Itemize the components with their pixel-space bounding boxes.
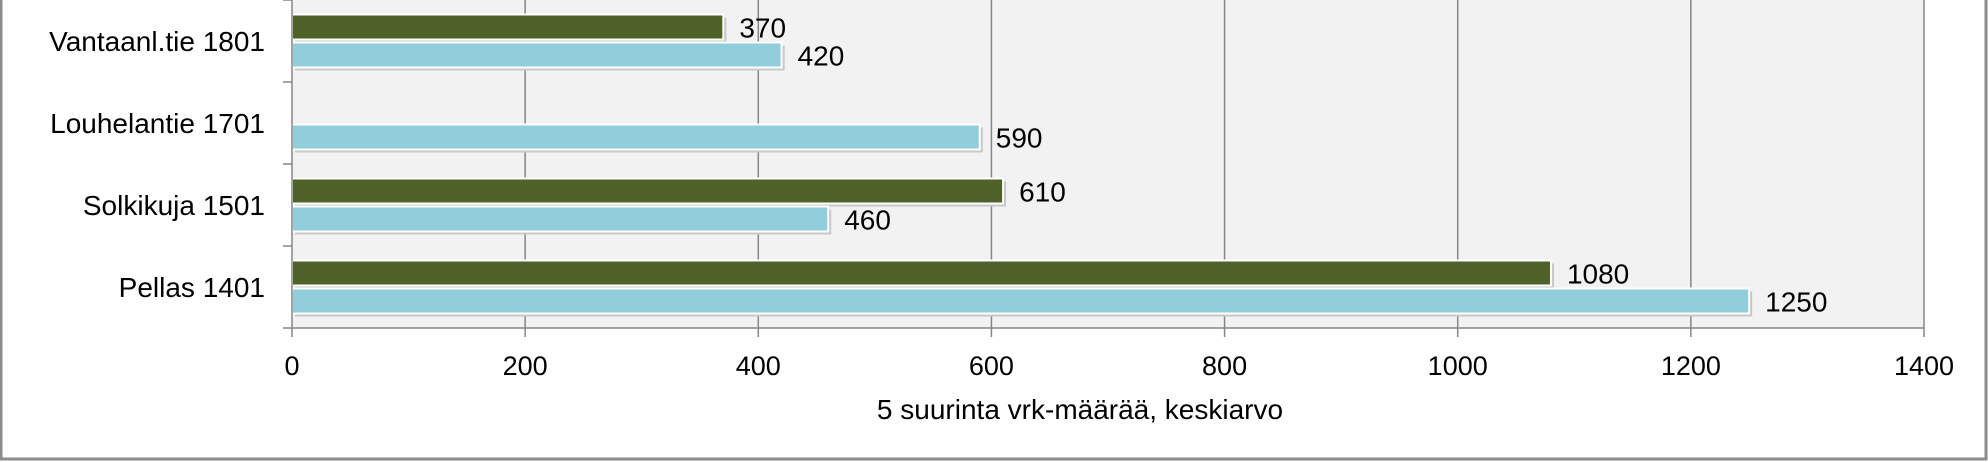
x-tick-label: 400 <box>736 351 781 381</box>
bar <box>291 287 1751 315</box>
category-label: Pellas 1401 <box>119 272 265 303</box>
x-tick-label: 1000 <box>1428 351 1488 381</box>
category-label: Vantaanl.tie 1801 <box>49 26 265 57</box>
x-tick-label: 600 <box>969 351 1014 381</box>
data-label: 370 <box>739 13 786 44</box>
bar <box>291 13 725 41</box>
x-tick-label: 200 <box>503 351 548 381</box>
bar <box>291 259 1552 287</box>
labels: 0 200 400 600 800 1000 1200 1400 Vantaanl.tie 18… <box>49 13 1954 382</box>
x-tick-label: 1200 <box>1661 351 1721 381</box>
axes <box>283 0 1925 337</box>
data-label: 610 <box>1019 177 1066 208</box>
bar <box>291 41 783 69</box>
data-label: 1080 <box>1567 259 1629 290</box>
bar <box>291 123 981 151</box>
data-label: 590 <box>996 123 1043 154</box>
data-label: 460 <box>844 205 891 236</box>
category-label: Solkikuja 1501 <box>83 190 265 221</box>
data-label: 1250 <box>1765 287 1827 318</box>
x-axis-title: 5 suurinta vrk-määrää, keskiarvo <box>877 394 1283 425</box>
x-tick-label: 1400 <box>1894 351 1954 381</box>
category-label: Louhelantie 1701 <box>50 108 265 139</box>
bar <box>291 205 830 233</box>
bar <box>291 177 1005 205</box>
x-tick-label: 0 <box>284 351 299 381</box>
data-label: 420 <box>798 41 845 72</box>
bars <box>291 13 1753 317</box>
x-tick-label: 800 <box>1202 351 1247 381</box>
